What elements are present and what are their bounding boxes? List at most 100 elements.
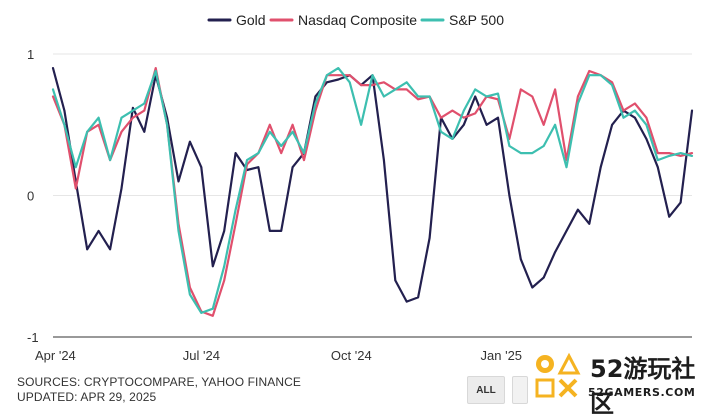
data-point-s-p-500 [451,138,454,140]
data-point-gold [143,130,146,133]
data-point-gold [268,230,271,232]
data-point-s-p-500 [74,166,77,169]
data-point-nasdaq-composite [132,116,134,119]
watermark-logo [532,348,709,408]
data-point-nasdaq-composite [656,152,659,155]
data-point-gold [383,159,385,162]
data-point-s-p-500 [211,307,214,310]
data-point-gold [611,123,613,126]
x-tick-label: Apr '24 [35,348,76,363]
x-tick-label: Jul '24 [183,348,220,363]
data-point-s-p-500 [588,74,591,77]
data-point-nasdaq-composite [588,70,591,72]
watermark-title: 52游玩社区 [590,355,696,418]
data-point-gold [565,230,568,232]
data-point-gold [645,138,648,140]
data-point-nasdaq-composite [143,109,146,112]
data-point-s-p-500 [645,123,648,126]
data-point-s-p-500 [132,109,134,112]
data-point-nasdaq-composite [154,67,157,69]
correlation-chart: Gold Nasdaq Composite S&P 500 1 0 -1 Apr '24… [27,12,694,363]
data-point-gold [577,208,579,211]
data-point-s-p-500 [634,109,636,112]
data-point-nasdaq-composite [303,159,305,162]
data-point-gold [132,106,134,109]
data-point-s-p-500 [542,145,545,147]
data-point-gold [497,116,499,119]
data-point-s-p-500 [52,88,54,91]
sources-text: SOURCES: CRYPTOCOMPARE, YAHOO FINANCE [17,375,301,389]
data-point-nasdaq-composite [645,116,648,119]
data-point-s-p-500 [63,123,66,126]
data-point-nasdaq-composite [74,187,77,190]
data-point-s-p-500 [303,152,305,155]
data-point-gold [474,95,477,98]
data-point-s-p-500 [440,130,442,133]
data-point-gold [280,230,283,232]
data-point-nasdaq-composite [337,74,340,77]
data-point-s-p-500 [360,123,362,126]
data-point-gold [542,276,545,279]
plot-area [51,67,694,317]
cross-icon [558,378,578,398]
data-point-s-p-500 [691,155,693,157]
x-axis: Apr '24 Jul '24 Oct '24 Jan '25 [35,348,522,363]
data-point-nasdaq-composite [291,123,294,126]
data-point-gold [223,230,226,232]
data-point-s-p-500 [668,155,671,157]
data-point-gold [120,187,123,190]
data-point-gold [337,78,340,81]
data-point-gold [291,166,294,169]
data-point-s-p-500 [314,102,317,105]
data-point-s-p-500 [154,70,157,72]
y-axis: 1 0 -1 [27,47,39,345]
data-point-nasdaq-composite [234,222,237,225]
data-point-s-p-500 [246,159,248,162]
data-point-s-p-500 [177,230,180,232]
data-point-s-p-500 [485,95,488,98]
data-point-s-p-500 [268,130,271,133]
data-point-s-p-500 [348,81,351,84]
data-point-s-p-500 [417,95,419,98]
watermark-url: 52GAMERS.COM [588,386,696,399]
data-point-gold [417,296,419,299]
data-point-s-p-500 [554,123,556,126]
data-point-gold [394,279,397,282]
data-point-gold [234,152,237,155]
data-point-nasdaq-composite [405,88,408,91]
data-point-s-p-500 [383,95,385,98]
data-point-s-p-500 [599,74,602,77]
data-point-nasdaq-composite [451,109,454,112]
data-point-gold [531,286,534,289]
data-point-nasdaq-composite [554,88,556,91]
triangle-icon [557,352,581,375]
legend-label: Nasdaq Composite [298,12,417,28]
data-point-s-p-500 [394,88,397,91]
data-point-s-p-500 [462,109,465,112]
data-point-nasdaq-composite [679,155,682,157]
data-point-nasdaq-composite [97,123,100,126]
legend-label: S&P 500 [449,12,504,28]
data-point-gold [428,237,431,239]
range-all-button[interactable]: ALL [467,376,505,404]
data-point-gold [679,201,682,204]
data-point-s-p-500 [577,102,579,105]
data-point-s-p-500 [234,208,237,211]
data-point-s-p-500 [405,81,408,84]
data-point-nasdaq-composite [360,84,362,86]
data-point-gold [52,67,54,69]
data-point-gold [177,180,180,183]
data-point-s-p-500 [508,145,511,147]
data-point-s-p-500 [656,159,659,162]
data-point-nasdaq-composite [371,84,374,86]
data-point-nasdaq-composite [474,112,477,115]
data-point-nasdaq-composite [440,116,442,119]
data-point-s-p-500 [223,265,226,268]
data-point-s-p-500 [428,95,431,98]
data-point-nasdaq-composite [383,81,385,84]
data-point-nasdaq-composite [622,109,625,112]
data-point-s-p-500 [86,130,89,133]
data-point-nasdaq-composite [211,314,214,317]
x-tick-label: Oct '24 [331,348,372,363]
range-button[interactable] [512,376,528,404]
